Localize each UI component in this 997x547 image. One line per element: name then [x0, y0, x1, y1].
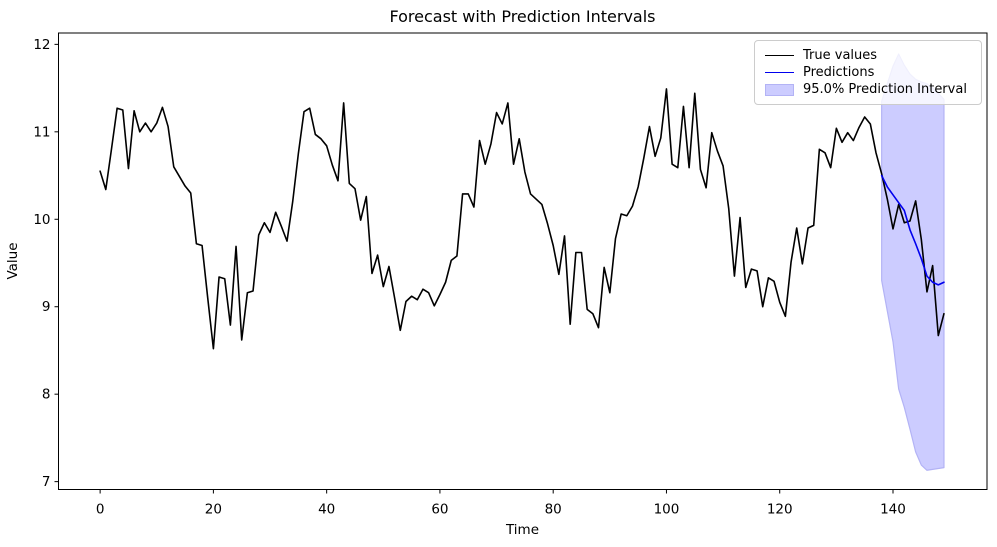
x-tick-label: 140 — [880, 502, 906, 518]
legend-label: 95.0% Prediction Interval — [803, 81, 967, 97]
x-tick-label: 0 — [96, 502, 105, 518]
legend-line-swatch — [765, 72, 794, 73]
legend-line-swatch — [765, 55, 794, 56]
legend-entry-true-values: True values — [765, 47, 973, 64]
x-tick-label: 100 — [654, 502, 680, 518]
y-tick-label: 8 — [42, 387, 51, 403]
prediction-interval-area — [881, 53, 945, 471]
y-axis-label: Value — [5, 242, 21, 280]
x-tick-label: 40 — [318, 502, 335, 518]
true-values-line — [99, 88, 945, 350]
y-tick-label: 11 — [33, 124, 50, 140]
predictions-line — [880, 174, 945, 286]
legend-patch-swatch — [765, 83, 794, 96]
legend-entry-prediction-interval: 95.0% Prediction Interval — [765, 81, 973, 98]
x-tick-label: 80 — [545, 502, 562, 518]
chart-title: Forecast with Prediction Intervals — [389, 7, 656, 26]
axes-spines — [58, 32, 988, 490]
legend-label: True values — [803, 47, 878, 63]
y-tick-label: 9 — [42, 299, 51, 315]
y-tick-label: 12 — [33, 37, 50, 53]
legend-label: Predictions — [803, 64, 875, 80]
legend: True values Predictions 95.0% Prediction I… — [754, 40, 982, 105]
x-axis-label: Time — [505, 522, 540, 538]
x-tick-label: 60 — [431, 502, 448, 518]
x-tick-label: 120 — [767, 502, 793, 518]
y-tick-label: 10 — [33, 212, 50, 228]
legend-entry-predictions: Predictions — [765, 64, 973, 81]
y-tick-label: 7 — [42, 474, 51, 490]
x-tick-label: 20 — [205, 502, 222, 518]
